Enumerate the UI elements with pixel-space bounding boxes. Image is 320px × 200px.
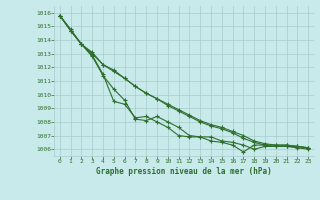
- X-axis label: Graphe pression niveau de la mer (hPa): Graphe pression niveau de la mer (hPa): [96, 167, 272, 176]
